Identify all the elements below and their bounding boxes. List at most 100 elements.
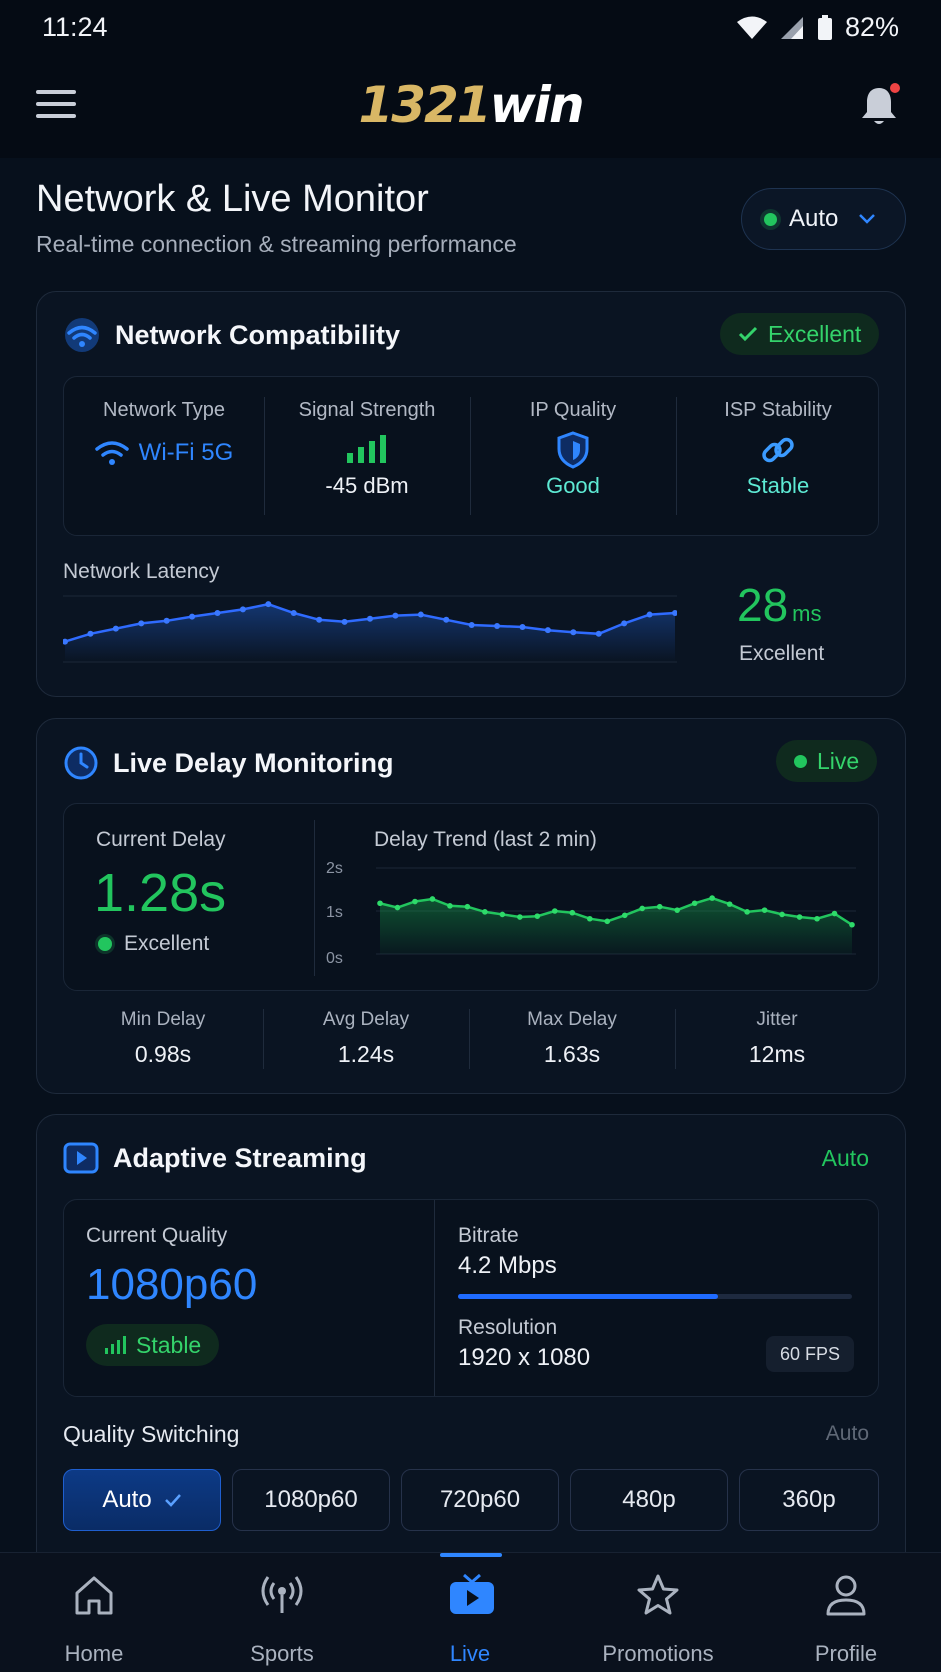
network-card-title: Network Compatibility — [115, 319, 401, 350]
delay-point — [569, 909, 576, 916]
latency-point — [646, 611, 653, 618]
delay-point — [726, 901, 733, 907]
metric-ip-quality: IP Quality Good — [529, 399, 617, 498]
mode-dropdown-label: Auto — [789, 205, 839, 232]
clock-icon — [64, 746, 98, 780]
resolution-label: Resolution — [458, 1316, 558, 1339]
latency-point — [265, 601, 272, 608]
status-dot — [764, 212, 777, 226]
link-icon — [762, 437, 794, 463]
bitrate-value: 4.2 Mbps — [458, 1252, 557, 1279]
delay-point — [691, 900, 698, 907]
status-bar: 11:24 82% — [0, 0, 941, 56]
stat-jitter: Jitter 12ms — [748, 1009, 806, 1067]
delay-point — [377, 900, 383, 907]
delay-point — [429, 896, 436, 902]
bitrate-label: Bitrate — [458, 1224, 519, 1247]
stat-min-delay: Min Delay 0.98s — [120, 1009, 206, 1067]
latency-chart — [63, 595, 677, 663]
menu-icon[interactable] — [36, 90, 76, 122]
nav-promotions[interactable]: Promotions — [564, 1553, 752, 1672]
metric-signal-strength: Signal Strength -45 dBm — [298, 399, 436, 498]
latency-point — [672, 610, 677, 616]
signal-bars-icon — [105, 1336, 126, 1354]
latency-point — [392, 612, 399, 619]
status-icons: 82% — [736, 12, 899, 43]
latency-point — [417, 611, 424, 618]
network-card: Network Compatibility Excellent Network … — [36, 291, 906, 697]
delay-point — [552, 908, 558, 914]
page-subtitle: Real-time connection & streaming perform… — [36, 231, 517, 257]
latency-point — [443, 616, 450, 623]
delay-point — [849, 921, 855, 928]
delay-point — [621, 912, 628, 919]
delay-point — [499, 911, 506, 918]
delay-card: Live Delay Monitoring Live Current Delay… — [36, 718, 906, 1094]
network-metrics: Network Type Wi-Fi 5G Signal Strength -4… — [63, 376, 879, 536]
delay-area — [380, 898, 852, 954]
status-time: 11:24 — [42, 12, 108, 42]
home-icon — [75, 1576, 113, 1615]
latency-point — [214, 610, 221, 616]
streaming-card: Adaptive Streaming Auto Current Quality … — [36, 1114, 906, 1554]
delay-point — [709, 895, 715, 901]
delay-point — [464, 903, 471, 910]
latency-point — [87, 630, 94, 637]
latency-point — [138, 620, 145, 627]
signal-bars-icon — [347, 435, 386, 463]
current-delay-label: Current Delay — [96, 828, 226, 851]
latency-point — [595, 630, 602, 637]
quality-option-360p[interactable]: 360p — [739, 1469, 879, 1531]
chevron-down-icon — [859, 214, 876, 224]
latency-point — [189, 613, 196, 620]
delay-point — [447, 903, 453, 909]
y-tick-2s: 2s — [326, 860, 343, 877]
latency-point — [316, 616, 323, 623]
y-tick-0s: 0s — [326, 950, 343, 967]
latency-point — [63, 638, 68, 645]
delay-point — [796, 914, 803, 920]
quality-switching-label: Quality Switching — [63, 1421, 240, 1447]
quality-option-auto[interactable]: Auto — [63, 1469, 221, 1531]
bitrate-bar — [458, 1294, 852, 1299]
nav-home[interactable]: Home — [0, 1553, 188, 1672]
delay-point — [639, 905, 646, 912]
wifi-icon — [94, 441, 129, 465]
stable-badge: Stable — [86, 1324, 220, 1366]
stat-max-delay: Max Delay 1.63s — [527, 1009, 617, 1067]
delay-stats: Min Delay 0.98s Avg Delay 1.24s Max Dela… — [63, 1009, 879, 1079]
delay-line — [379, 896, 853, 926]
delay-point — [656, 903, 663, 910]
latency-point — [519, 624, 526, 631]
delay-point — [761, 907, 768, 913]
current-delay-value: 1.28s — [94, 863, 227, 923]
delay-trend-label: Delay Trend (last 2 min) — [374, 828, 597, 851]
latency-label: Network Latency — [63, 560, 220, 583]
latency-point — [494, 623, 501, 629]
page-title: Network & Live Monitor — [36, 178, 429, 220]
delay-panel: Current Delay 1.28s Excellent Delay Tren… — [63, 803, 879, 991]
quality-option-1080p60[interactable]: 1080p60 — [232, 1469, 390, 1531]
bottom-navigation: Home Sports Live Promotions Profile — [0, 1552, 941, 1672]
nav-live[interactable]: Live — [376, 1553, 564, 1672]
mode-dropdown[interactable]: Auto — [741, 188, 906, 250]
battery-percent: 82% — [844, 12, 899, 42]
user-icon — [826, 1575, 866, 1616]
latency-point — [290, 610, 297, 616]
delay-card-title: Live Delay Monitoring — [113, 747, 394, 778]
quality-option-480p[interactable]: 480p — [570, 1469, 728, 1531]
notification-bell-icon[interactable] — [857, 82, 901, 130]
bitrate-bar-fill — [458, 1294, 719, 1299]
brand-logo: 1321win — [358, 76, 584, 134]
latency-area — [65, 604, 675, 662]
resolution-value: 1920 x 1080 — [458, 1344, 591, 1371]
quality-option-720p60[interactable]: 720p60 — [401, 1469, 559, 1531]
nav-sports[interactable]: Sports — [188, 1553, 376, 1672]
stat-avg-delay: Avg Delay 1.24s — [322, 1009, 410, 1067]
nav-profile[interactable]: Profile — [752, 1553, 940, 1672]
latency-point — [163, 617, 170, 624]
delay-point — [586, 915, 593, 922]
delay-point — [831, 910, 838, 917]
streaming-mode: Auto — [821, 1145, 869, 1171]
active-tab-indicator — [440, 1553, 502, 1557]
